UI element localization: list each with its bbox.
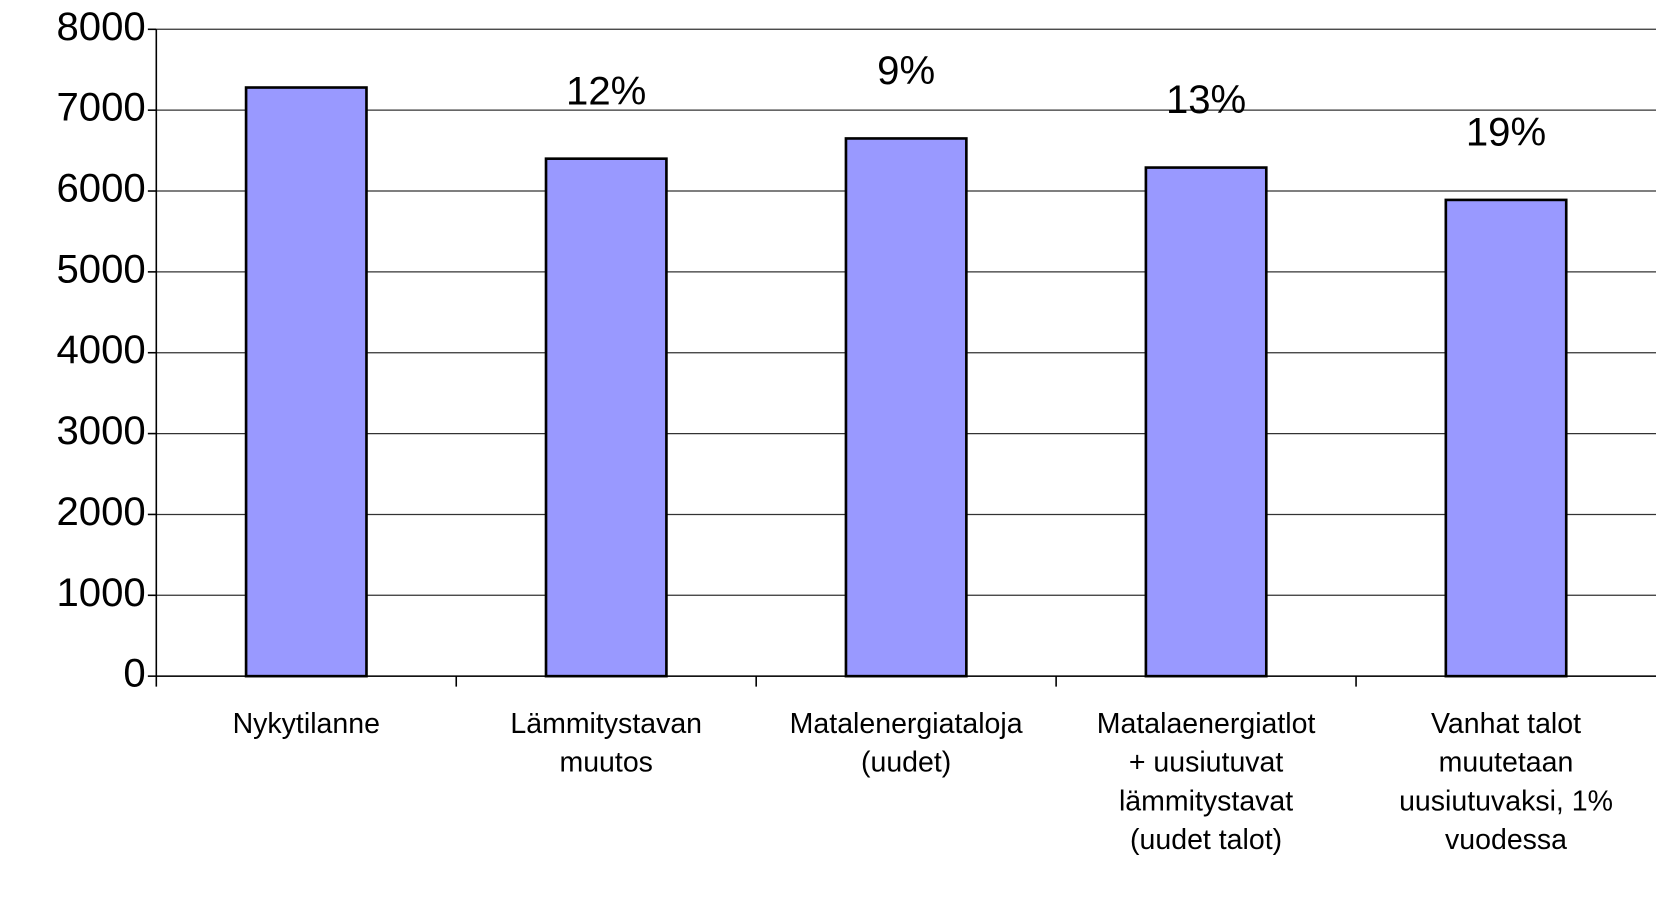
bar bbox=[1444, 198, 1568, 678]
annotation: 19% bbox=[1466, 111, 1546, 155]
annotation: 12% bbox=[566, 69, 646, 113]
bar bbox=[1144, 166, 1268, 678]
y-tick-label: 8000 bbox=[56, 5, 145, 49]
x-tick-label: Nykytilanne bbox=[233, 708, 380, 740]
x-tick-label: muutos bbox=[559, 747, 652, 779]
x-tick-label: + uusiutuvat bbox=[1129, 747, 1284, 779]
annotation: 13% bbox=[1166, 78, 1246, 122]
y-tick-label: 7000 bbox=[56, 86, 145, 130]
y-tick-label: 2000 bbox=[56, 490, 145, 534]
x-tick-label: (uudet talot) bbox=[1130, 824, 1282, 856]
bar bbox=[544, 157, 668, 678]
x-tick-label: Matalenergiataloja bbox=[790, 708, 1023, 740]
x-tick-label: Vanhat talot bbox=[1431, 708, 1581, 740]
y-tick-label: 5000 bbox=[56, 248, 145, 292]
y-tick-label: 6000 bbox=[56, 167, 145, 211]
x-tick-label: Matalaenergiatlot bbox=[1097, 708, 1316, 740]
y-tick-label: 3000 bbox=[56, 409, 145, 453]
y-tick-label: 0 bbox=[123, 652, 145, 696]
y-tick-label: 4000 bbox=[56, 328, 145, 372]
y-tick-label: 1000 bbox=[56, 571, 145, 615]
bar bbox=[844, 137, 968, 678]
x-tick-label: (uudet) bbox=[861, 747, 951, 779]
x-tick-label: lämmitystavat bbox=[1119, 785, 1293, 817]
x-tick-label: muutetaan bbox=[1439, 747, 1574, 779]
bar bbox=[244, 86, 368, 678]
x-tick-label: uusiutuvaksi, 1% bbox=[1399, 785, 1613, 817]
x-tick-label: vuodessa bbox=[1445, 824, 1567, 856]
x-tick-label: Lämmitystavan bbox=[510, 708, 702, 740]
annotation: 9% bbox=[877, 49, 935, 93]
